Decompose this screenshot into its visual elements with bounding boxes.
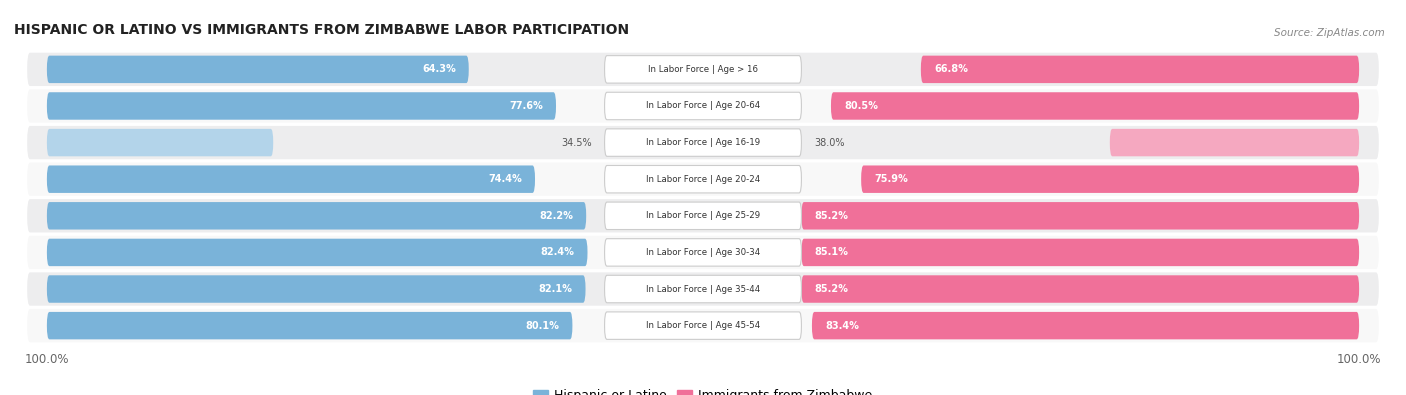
FancyBboxPatch shape	[27, 273, 1379, 306]
FancyBboxPatch shape	[46, 202, 586, 229]
Text: 80.5%: 80.5%	[844, 101, 877, 111]
FancyBboxPatch shape	[801, 239, 1360, 266]
Text: 38.0%: 38.0%	[814, 137, 845, 148]
Text: 85.1%: 85.1%	[814, 247, 848, 258]
Text: 82.4%: 82.4%	[540, 247, 575, 258]
FancyBboxPatch shape	[605, 202, 801, 229]
FancyBboxPatch shape	[605, 166, 801, 193]
FancyBboxPatch shape	[27, 126, 1379, 159]
Text: Source: ZipAtlas.com: Source: ZipAtlas.com	[1274, 28, 1385, 38]
FancyBboxPatch shape	[27, 199, 1379, 233]
FancyBboxPatch shape	[27, 309, 1379, 342]
Text: 75.9%: 75.9%	[875, 174, 908, 184]
FancyBboxPatch shape	[605, 129, 801, 156]
FancyBboxPatch shape	[27, 162, 1379, 196]
FancyBboxPatch shape	[46, 92, 555, 120]
Text: 77.6%: 77.6%	[509, 101, 543, 111]
Text: 83.4%: 83.4%	[825, 321, 859, 331]
Text: In Labor Force | Age 30-34: In Labor Force | Age 30-34	[645, 248, 761, 257]
FancyBboxPatch shape	[46, 166, 536, 193]
Text: HISPANIC OR LATINO VS IMMIGRANTS FROM ZIMBABWE LABOR PARTICIPATION: HISPANIC OR LATINO VS IMMIGRANTS FROM ZI…	[14, 23, 630, 36]
FancyBboxPatch shape	[860, 166, 1360, 193]
FancyBboxPatch shape	[46, 239, 588, 266]
FancyBboxPatch shape	[27, 236, 1379, 269]
FancyBboxPatch shape	[27, 89, 1379, 122]
FancyBboxPatch shape	[605, 56, 801, 83]
FancyBboxPatch shape	[831, 92, 1360, 120]
Text: In Labor Force | Age 20-24: In Labor Force | Age 20-24	[645, 175, 761, 184]
FancyBboxPatch shape	[605, 275, 801, 303]
FancyBboxPatch shape	[46, 129, 273, 156]
Legend: Hispanic or Latino, Immigrants from Zimbabwe: Hispanic or Latino, Immigrants from Zimb…	[529, 384, 877, 395]
Text: In Labor Force | Age 35-44: In Labor Force | Age 35-44	[645, 284, 761, 293]
FancyBboxPatch shape	[46, 56, 468, 83]
Text: In Labor Force | Age 45-54: In Labor Force | Age 45-54	[645, 321, 761, 330]
FancyBboxPatch shape	[46, 312, 572, 339]
Text: 74.4%: 74.4%	[488, 174, 522, 184]
Text: 85.2%: 85.2%	[814, 211, 848, 221]
Text: In Labor Force | Age 16-19: In Labor Force | Age 16-19	[645, 138, 761, 147]
Text: 64.3%: 64.3%	[422, 64, 456, 74]
Text: In Labor Force | Age 25-29: In Labor Force | Age 25-29	[645, 211, 761, 220]
Text: In Labor Force | Age 20-64: In Labor Force | Age 20-64	[645, 102, 761, 111]
FancyBboxPatch shape	[921, 56, 1360, 83]
Text: 85.2%: 85.2%	[814, 284, 848, 294]
Text: 82.1%: 82.1%	[538, 284, 572, 294]
FancyBboxPatch shape	[801, 202, 1360, 229]
Text: 80.1%: 80.1%	[526, 321, 560, 331]
FancyBboxPatch shape	[605, 92, 801, 120]
FancyBboxPatch shape	[27, 53, 1379, 86]
FancyBboxPatch shape	[605, 312, 801, 339]
FancyBboxPatch shape	[811, 312, 1360, 339]
FancyBboxPatch shape	[801, 275, 1360, 303]
FancyBboxPatch shape	[1109, 129, 1360, 156]
Text: In Labor Force | Age > 16: In Labor Force | Age > 16	[648, 65, 758, 74]
Text: 34.5%: 34.5%	[561, 137, 592, 148]
Text: 66.8%: 66.8%	[934, 64, 967, 74]
Text: 82.2%: 82.2%	[540, 211, 574, 221]
FancyBboxPatch shape	[605, 239, 801, 266]
FancyBboxPatch shape	[46, 275, 585, 303]
